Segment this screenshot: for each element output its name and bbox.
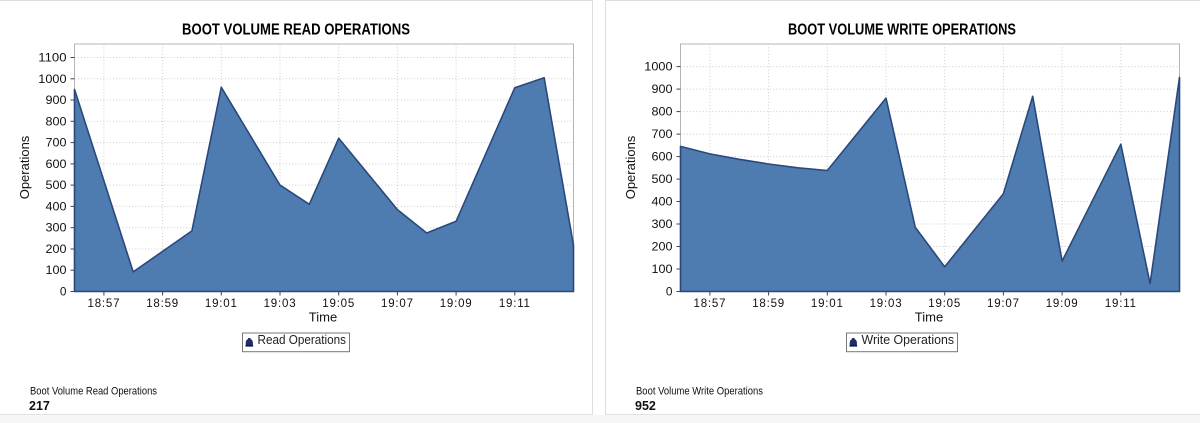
svg-text:600: 600 [652,152,673,164]
svg-text:900: 900 [46,95,67,107]
svg-text:BOOT VOLUME WRITE OPERATIONS: BOOT VOLUME WRITE OPERATIONS [788,22,1016,39]
svg-text:19:07: 19:07 [987,298,1020,310]
svg-text:Boot Volume Read Operations: Boot Volume Read Operations [30,386,157,398]
svg-text:19:05: 19:05 [928,298,961,310]
svg-text:Operations: Operations [623,135,638,199]
svg-text:Read Operations: Read Operations [258,333,347,347]
svg-text:100: 100 [652,264,673,276]
svg-text:19:03: 19:03 [264,298,297,310]
svg-text:300: 300 [652,219,673,231]
svg-text:Operations: Operations [17,135,32,199]
svg-text:18:57: 18:57 [694,298,727,310]
svg-text:19:01: 19:01 [205,298,238,310]
svg-text:19:11: 19:11 [1105,298,1137,310]
svg-text:Boot Volume Write Operations: Boot Volume Write Operations [636,386,763,398]
svg-text:0: 0 [60,287,67,299]
svg-text:18:57: 18:57 [88,298,121,310]
svg-text:19:05: 19:05 [322,298,355,310]
svg-text:400: 400 [46,201,67,213]
svg-text:300: 300 [46,223,67,235]
svg-text:500: 500 [46,180,67,192]
svg-text:1000: 1000 [38,74,66,86]
svg-text:700: 700 [46,138,67,150]
svg-text:BOOT VOLUME READ OPERATIONS: BOOT VOLUME READ OPERATIONS [182,22,410,39]
svg-text:18:59: 18:59 [752,298,785,310]
svg-text:1100: 1100 [38,53,66,65]
svg-text:19:01: 19:01 [811,298,844,310]
svg-text:19:03: 19:03 [870,298,903,310]
svg-text:500: 500 [652,174,673,186]
svg-text:800: 800 [46,116,67,128]
svg-text:217: 217 [29,399,50,413]
svg-text:19:09: 19:09 [440,298,473,310]
svg-text:1000: 1000 [644,62,672,74]
svg-text:200: 200 [46,244,67,256]
svg-text:0: 0 [666,287,673,299]
svg-text:900: 900 [652,84,673,96]
svg-text:19:07: 19:07 [381,298,414,310]
svg-text:18:59: 18:59 [146,298,179,310]
svg-text:19:09: 19:09 [1046,298,1079,310]
svg-text:19:11: 19:11 [499,298,531,310]
svg-text:700: 700 [652,129,673,141]
svg-text:Time: Time [309,310,337,325]
svg-text:100: 100 [46,265,67,277]
svg-text:800: 800 [652,107,673,119]
svg-text:200: 200 [652,242,673,254]
svg-text:600: 600 [46,159,67,171]
svg-text:400: 400 [652,197,673,209]
svg-text:Time: Time [915,310,943,325]
svg-text:952: 952 [635,399,656,413]
svg-text:Write Operations: Write Operations [862,333,955,347]
